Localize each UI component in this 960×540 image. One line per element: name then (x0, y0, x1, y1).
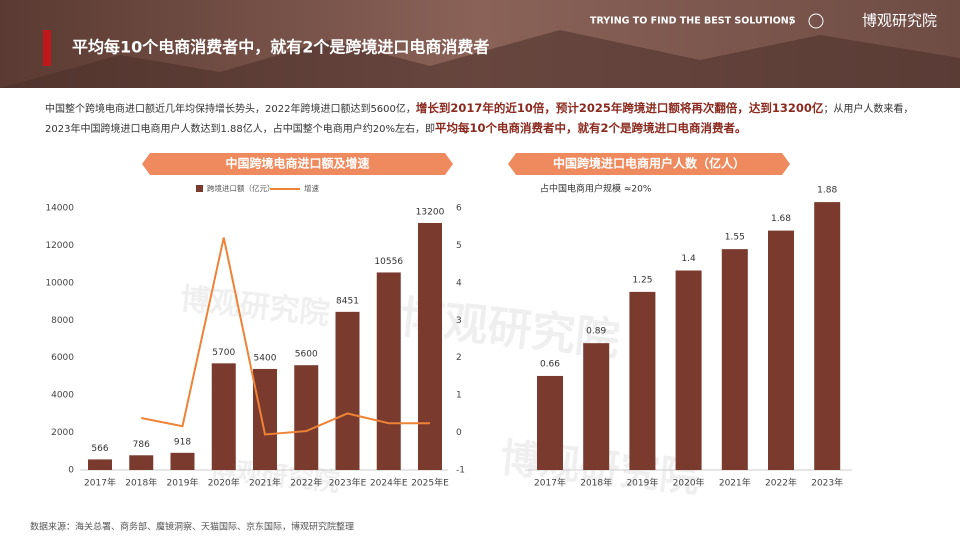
bar-value-label: 0.66 (540, 359, 560, 369)
x-tick-label: 2020年 (673, 477, 705, 489)
intro-text: 中国整个跨境电商进口额近几年均保持增长势头，2022年跨境进口额达到5600亿， (45, 104, 416, 115)
separator: / (790, 16, 794, 27)
chart-left: 中国跨境电商进口额及增速 0 2000 4000 6000 8000 10000 12000 1… (45, 153, 465, 489)
legend-label: 跨境进口额（亿元） (207, 183, 275, 193)
chart-title: 中国跨境进口电商用户人数（亿人） (553, 156, 745, 171)
x-tick-label: 2019年 (626, 477, 658, 489)
x-tick-label: 2017年 (84, 477, 116, 489)
bar (170, 452, 195, 470)
bar-value-label: 5400 (254, 353, 277, 363)
x-tick-label: 2023年 (811, 477, 843, 489)
growth-line (141, 237, 430, 436)
title-banner (508, 153, 790, 175)
bar (418, 222, 442, 470)
bar (294, 365, 319, 470)
x-tick-label: 2024年E (370, 477, 408, 489)
y-tick-label: 4000 (51, 391, 74, 401)
x-tick-label: 2017年 (534, 477, 566, 489)
bar-value-label: 13200 (416, 207, 445, 217)
x-tick-label: 2023年E (329, 477, 367, 489)
bar (253, 368, 277, 470)
y2-tick-label: -1 (456, 466, 465, 476)
y-tick-label: 14000 (45, 204, 74, 214)
intro-emphasis: 增长到2017年的近10倍，预计2025年跨境进口额将再次翻倍，达到13200亿 (415, 101, 824, 115)
bar-value-label: 1.25 (632, 275, 652, 285)
legend-swatch (196, 185, 203, 192)
chart-right: 中国跨境进口电商用户人数（亿人） 占中国电商用户规模 ≈20% 2017年 0.66 2… (508, 153, 852, 489)
logo-icon (808, 13, 824, 29)
bar-value-label: 1.88 (817, 186, 837, 196)
x-tick-label: 2018年 (125, 477, 157, 489)
y-tick-label: 6000 (51, 353, 74, 363)
title-marker (43, 30, 51, 66)
y-tick-label: 10000 (45, 278, 74, 288)
bar (768, 230, 794, 470)
x-tick-label: 2022年 (765, 477, 797, 489)
x-tick-label: 2021年 (249, 477, 281, 489)
header-mountains (0, 30, 960, 88)
bar-value-label: 918 (174, 437, 191, 447)
bar-value-label: 1.4 (681, 254, 696, 264)
bar (583, 343, 610, 470)
x-tick-label: 2018年 (580, 477, 612, 489)
bar-value-label: 0.89 (586, 327, 606, 337)
bar (211, 363, 236, 470)
logo: 博观研究院 (862, 12, 937, 30)
x-tick-label: 2020年 (208, 477, 240, 489)
bar-value-label: 5700 (212, 348, 235, 358)
bar-value-label: 10556 (374, 257, 403, 267)
y2-tick-label: 4 (456, 278, 462, 288)
x-tick-label: 2019年 (167, 477, 199, 489)
bar (129, 455, 154, 470)
intro-emphasis: 平均每10个电商消费者中，就有2个是跨境进口电商消费者。 (434, 121, 747, 135)
title-banner (142, 153, 453, 175)
x-tick-label: 2025年E (411, 477, 449, 489)
bar-value-label: 786 (133, 440, 150, 450)
y2-tick-label: 2 (456, 353, 462, 363)
bar (721, 249, 748, 470)
x-tick-label: 2021年 (719, 477, 751, 489)
bar (537, 375, 563, 470)
y-tick-label: 2000 (51, 428, 74, 438)
tagline: TRYING TO FIND THE BEST SOLUTIONS (590, 16, 796, 27)
y2-tick-label: 6 (456, 204, 462, 214)
y-tick-label: 8000 (51, 316, 74, 326)
bar (675, 270, 702, 470)
bar-value-label: 8451 (336, 296, 359, 306)
bar (335, 311, 360, 470)
page-title: 平均每10个电商消费者中，就有2个是跨境进口电商消费者 (72, 38, 489, 57)
annotation: 占中国电商用户规模 ≈20% (540, 183, 652, 195)
y2-tick-label: 3 (456, 316, 462, 326)
y-tick-label: 12000 (45, 241, 74, 251)
bar-value-label: 5600 (295, 350, 318, 360)
y2-tick-label: 0 (456, 428, 462, 438)
y2-tick-label: 1 (456, 391, 462, 401)
bar (376, 272, 401, 470)
bar (814, 202, 841, 470)
bar-value-label: 566 (91, 444, 108, 454)
bar (629, 291, 656, 470)
bar-value-label: 1.68 (771, 214, 791, 224)
y2-tick-label: 5 (456, 241, 462, 251)
source: 数据来源：海关总署、商务部、魔镜洞察、天猫国际、京东国际，博观研究院整理 (30, 521, 354, 533)
watermark: 博观研究院 (178, 282, 331, 332)
y-tick-label: 0 (68, 466, 74, 476)
bar-value-label: 1.55 (725, 233, 745, 243)
bar (88, 459, 112, 470)
legend-label: 增速 (304, 183, 319, 193)
chart-title: 中国跨境电商进口额及增速 (225, 156, 369, 171)
x-tick-label: 2022年 (290, 477, 322, 489)
intro-paragraph: 中国整个跨境电商进口额近几年均保持增长势头，2022年跨境进口额达到5600亿，… (45, 99, 917, 139)
intro-text: ；从用户人数来看，2023年中国跨境进口电商用户人数达到1.88亿人，占中国整个… (45, 104, 914, 135)
